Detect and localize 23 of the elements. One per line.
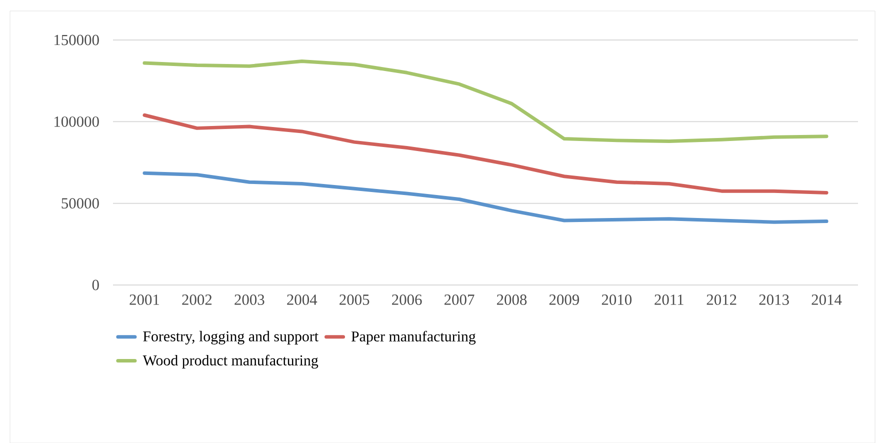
legend-label: Wood product manufacturing (142, 354, 318, 368)
x-tick-label: 2002 (182, 294, 212, 305)
x-tick-label: 2011 (654, 294, 684, 305)
x-tick-label: 2006 (392, 294, 422, 305)
x-tick-label: 2012 (706, 294, 736, 305)
x-tick-label: 2001 (130, 294, 160, 305)
y-tick-label: 100000 (54, 116, 99, 127)
x-tick-label: 2005 (340, 294, 370, 305)
x-tick-label: 2004 (287, 294, 318, 305)
line-series (142, 113, 828, 194)
y-tick-label: 0 (92, 280, 99, 290)
y-tick-label: 150000 (54, 34, 99, 46)
x-tick-label: 2008 (496, 294, 527, 305)
x-tick-label: 2013 (759, 294, 789, 305)
legend-label: Forestry, logging and support (143, 330, 318, 344)
x-tick-label: 2009 (549, 294, 580, 305)
x-tick-label: 2003 (234, 294, 264, 305)
x-tick-label: 2014 (812, 294, 842, 305)
x-tick-label: 2010 (602, 294, 632, 305)
line-series (142, 59, 828, 143)
x-tick-label: 2007 (444, 294, 474, 305)
y-tick-label: 50000 (62, 198, 99, 208)
legend-label: Paper manufacturing (351, 330, 476, 344)
